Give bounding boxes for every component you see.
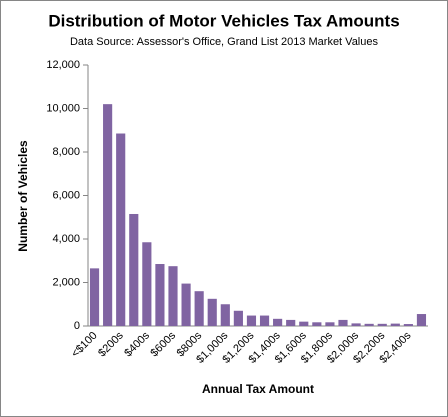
bar [246,315,257,326]
y-tick-label: 6,000 [52,189,80,201]
bar [207,298,217,326]
bar [142,242,152,326]
bar [312,322,322,326]
bar [89,268,100,326]
bar [273,318,283,326]
bar [299,321,309,326]
y-tick-label: 0 [74,320,80,332]
y-axis-title: Number of Vehicles [16,140,30,252]
bar [220,304,230,326]
x-axis-title: Annual Tax Amount [202,382,314,396]
bar [286,319,296,326]
bar [233,310,243,326]
bar [181,283,191,326]
chart-subtitle: Data Source: Assessor's Office, Grand Li… [70,36,379,48]
bar [390,323,400,326]
y-tick-label: 12,000 [46,59,80,71]
bar [103,104,113,327]
y-tick-label: 2,000 [52,276,80,288]
bar [129,213,139,326]
chart-title: Distribution of Motor Vehicles Tax Amoun… [48,11,399,30]
bar [259,315,270,326]
y-tick-label: 8,000 [52,146,80,158]
bar [155,264,165,326]
bar [416,314,427,326]
bar [168,266,178,326]
bar [351,323,361,326]
bar [377,323,387,326]
y-tick-label: 4,000 [52,233,80,245]
y-tick-label: 10,000 [46,102,80,114]
bar [116,133,126,326]
bar [364,323,374,326]
bar [194,291,204,326]
bar [403,324,413,326]
bar [325,322,335,326]
bar [338,319,348,326]
